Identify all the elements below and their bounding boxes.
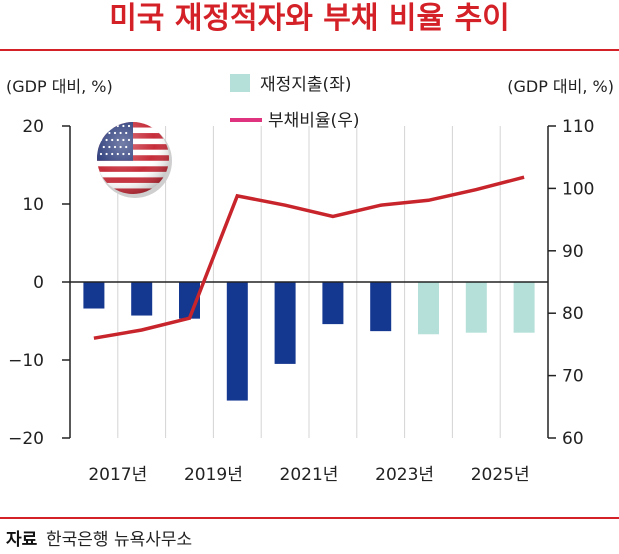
us-flag-icon <box>97 122 172 198</box>
x-tick-label: 2017년 <box>88 465 147 485</box>
x-tick-label: 2025년 <box>471 465 530 485</box>
right-tick-label: 90 <box>562 242 584 262</box>
left-tick-label: 20 <box>22 117 44 137</box>
right-tick-label: 100 <box>562 179 594 199</box>
left-tick-label: 0 <box>33 273 44 293</box>
bar-layer <box>83 282 535 401</box>
bar <box>465 282 487 333</box>
right-tick-label: 70 <box>562 367 584 387</box>
right-tick-label: 60 <box>562 429 584 449</box>
left-tick-label: −20 <box>8 429 44 449</box>
line-layer <box>93 175 525 340</box>
x-tick-label: 2023년 <box>375 465 434 485</box>
x-tick-label: 2021년 <box>280 465 339 485</box>
flag-star <box>105 124 108 128</box>
legend-line-label: 부채비율(우) <box>268 111 359 131</box>
left-tick-label: −10 <box>8 351 44 371</box>
flag-star <box>111 124 114 128</box>
flag-star <box>99 124 103 128</box>
bar <box>322 282 344 325</box>
left-axis-unit: (GDP 대비, %) <box>6 77 113 96</box>
legend-bar-swatch <box>230 74 250 92</box>
bar <box>513 282 535 333</box>
right-tick-label: 110 <box>562 117 594 137</box>
left-tick-label: 10 <box>22 195 44 215</box>
legend-bar-label: 재정지출(좌) <box>260 75 351 95</box>
bar <box>131 282 153 316</box>
source-text: 한국은행 뉴욕사무소 <box>46 530 192 550</box>
source-label: 자료 <box>6 530 38 550</box>
right-tick-label: 80 <box>562 304 584 324</box>
flag-star <box>102 131 105 135</box>
x-tick-label: 2019년 <box>184 465 243 485</box>
debt-ratio-line <box>93 175 525 340</box>
bar <box>226 282 248 401</box>
bar <box>274 282 296 364</box>
bar <box>418 282 439 335</box>
chart-title: 미국 재정적자와 부채 비율 추이 <box>109 1 510 36</box>
right-axis-unit: (GDP 대비, %) <box>507 77 614 96</box>
bar <box>370 282 392 332</box>
bar <box>83 282 105 309</box>
